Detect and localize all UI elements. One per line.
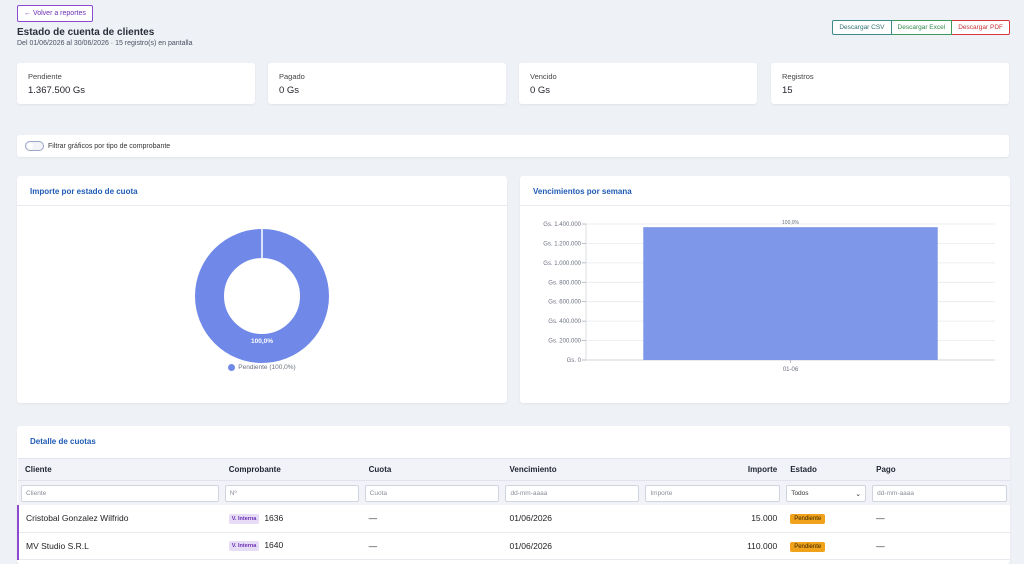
download-excel-button[interactable]: Descargar Excel <box>891 20 953 35</box>
cell-comprobante: V. Interna 1636 <box>221 505 362 533</box>
y-tick-label: Gs. 800.000 <box>548 280 581 286</box>
y-tick-label: Gs. 600.000 <box>548 300 581 306</box>
kpi-value: 1.367.500 Gs <box>28 85 86 96</box>
filter-vencimiento-input[interactable]: dd-mm-aaaa <box>505 485 640 502</box>
page-subtitle: Del 01/06/2026 al 30/06/2026 · 15 regist… <box>17 40 193 47</box>
kpi-card-records: Registros 15 <box>771 63 1009 104</box>
kpi-label: Registros <box>782 72 814 81</box>
kpi-card-overdue: Vencido 0 Gs <box>519 63 757 104</box>
donut-legend[interactable]: Pendiente (100,0%) <box>17 364 507 371</box>
table-title: Detalle de cuotas <box>30 437 96 446</box>
installments-table: Cliente Comprobante Cuota Vencimiento Im… <box>17 458 1010 560</box>
donut-slice <box>195 229 329 363</box>
download-csv-button[interactable]: Descargar CSV <box>832 20 892 35</box>
table-row[interactable]: MV Studio S.R.L V. Interna 1640 — 01/06/2… <box>17 532 1010 560</box>
legend-swatch <box>228 364 236 371</box>
filter-by-type-toggle[interactable] <box>25 141 44 151</box>
table-row[interactable]: Cristobal Gonzalez Wilfrido V. Interna 16… <box>17 505 1010 533</box>
col-header-vencimiento[interactable]: Vencimiento <box>502 458 643 481</box>
filter-importe-input[interactable]: Importe <box>645 485 781 502</box>
y-tick-label: Gs. 0 <box>567 358 582 364</box>
donut-chart: 100,0% <box>195 229 329 363</box>
status-badge: Pendiente <box>790 541 826 552</box>
cell-estado: Pendiente <box>783 505 870 533</box>
bar-chart-title: Vencimientos por semana <box>520 176 1010 206</box>
status-badge: Pendiente <box>790 514 826 525</box>
cell-importe: 110.000 <box>642 532 784 560</box>
kpi-value: 0 Gs <box>279 85 300 96</box>
cell-vencimiento: 01/06/2026 <box>502 532 643 560</box>
kpi-card-pending: Pendiente 1.367.500 Gs <box>17 63 255 104</box>
x-tick-label: 01-06 <box>783 367 799 373</box>
y-tick-label: Gs. 1.200.000 <box>543 241 581 247</box>
y-tick-label: Gs. 400.000 <box>548 319 581 325</box>
y-tick-label: Gs. 1.400.000 <box>543 222 581 228</box>
y-tick-label: Gs. 1.000.000 <box>543 261 581 267</box>
cell-comprobante: V. Interna 1640 <box>221 532 362 560</box>
back-to-reports-button[interactable]: ← Volver a reportes <box>17 5 93 22</box>
kpi-card-paid: Pagado 0 Gs <box>268 63 506 104</box>
cell-pago: — <box>869 505 1010 533</box>
table-filter-row: Cliente Nº Cuota dd-mm-aaaa Importe Todo… <box>18 480 1010 505</box>
col-header-estado[interactable]: Estado <box>783 458 870 481</box>
legend-label: Pendiente (100,0%) <box>238 364 296 371</box>
filter-cuota-input[interactable]: Cuota <box>364 485 500 502</box>
col-header-cliente[interactable]: Cliente <box>18 458 222 481</box>
comprobante-type-tag: V. Interna <box>228 513 260 524</box>
estado-select-value: Todos <box>791 490 809 497</box>
donut-chart-title: Importe por estado de cuota <box>17 176 507 206</box>
installments-table-panel: Detalle de cuotas Cliente Comprobante Cu… <box>17 426 1010 564</box>
chevron-down-icon: ⌄ <box>855 490 862 498</box>
cell-cuota: — <box>361 532 503 560</box>
kpi-value: 15 <box>782 85 793 96</box>
filter-toggle-label: Filtrar gráficos por tipo de comprobante <box>48 142 171 150</box>
kpi-value: 0 Gs <box>530 85 551 96</box>
slice-data-label: 100,0% <box>251 338 273 345</box>
filter-estado-select[interactable]: Todos ⌄ <box>786 485 867 502</box>
comprobante-number: 1640 <box>264 540 284 551</box>
cell-importe: 15.000 <box>642 505 784 533</box>
comprobante-number: 1636 <box>264 512 284 523</box>
bar <box>643 227 938 360</box>
col-header-cuota[interactable]: Cuota <box>361 458 503 481</box>
page-title: Estado de cuenta de clientes <box>17 27 155 38</box>
cell-cliente: MV Studio S.R.L <box>17 532 222 560</box>
table-header-row: Cliente Comprobante Cuota Vencimiento Im… <box>18 458 1010 481</box>
filter-pago-input[interactable]: dd-mm-aaaa <box>872 485 1007 502</box>
export-buttons: Descargar CSV Descargar Excel Descargar … <box>832 20 1010 35</box>
filter-comprobante-input[interactable]: Nº <box>224 485 359 502</box>
filter-cliente-input[interactable]: Cliente <box>21 485 219 502</box>
cell-vencimiento: 01/06/2026 <box>502 505 643 533</box>
cell-estado: Pendiente <box>783 532 870 560</box>
col-header-comprobante[interactable]: Comprobante <box>221 458 362 481</box>
kpi-label: Pendiente <box>28 72 62 81</box>
bar-chart: Gs. 0 Gs. 200.000 Gs. 400.000 Gs. 600.000 Gs… <box>543 220 995 373</box>
comprobante-type-tag: V. Interna <box>228 540 260 551</box>
bar-data-label: 100,0% <box>782 220 800 226</box>
cell-cuota: — <box>361 505 503 533</box>
bar-chart-panel: Vencimientos por semana Gs. 0 Gs. 200.000… <box>520 176 1010 403</box>
y-tick-label: Gs. 200.000 <box>548 339 581 345</box>
cell-cliente: Cristobal Gonzalez Wilfrido <box>17 505 222 533</box>
col-header-importe[interactable]: Importe <box>642 458 784 481</box>
cell-pago: — <box>869 532 1010 560</box>
donut-chart-panel: Importe por estado de cuota 100,0% Pendi… <box>17 176 507 403</box>
kpi-label: Vencido <box>530 72 557 81</box>
download-pdf-button[interactable]: Descargar PDF <box>952 20 1010 35</box>
chart-filter-bar: Filtrar gráficos por tipo de comprobante <box>17 135 1009 157</box>
kpi-label: Pagado <box>279 72 305 81</box>
col-header-pago[interactable]: Pago <box>869 458 1010 481</box>
